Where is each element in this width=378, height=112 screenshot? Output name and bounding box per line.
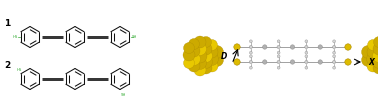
Circle shape [234, 44, 240, 50]
Circle shape [373, 43, 378, 55]
Circle shape [200, 56, 212, 69]
Text: 1: 1 [4, 18, 10, 28]
Circle shape [235, 60, 239, 64]
Circle shape [194, 42, 206, 56]
Circle shape [249, 45, 253, 49]
Circle shape [305, 45, 308, 49]
Circle shape [200, 37, 212, 47]
Circle shape [206, 46, 218, 58]
Circle shape [194, 56, 206, 70]
Circle shape [249, 40, 253, 43]
Circle shape [318, 60, 322, 64]
Text: HS: HS [13, 35, 18, 39]
Circle shape [277, 45, 280, 49]
Circle shape [206, 40, 217, 51]
Circle shape [183, 49, 195, 61]
Circle shape [305, 60, 308, 64]
Circle shape [367, 60, 378, 72]
Text: SH: SH [121, 93, 126, 97]
Circle shape [249, 55, 253, 58]
Circle shape [194, 64, 206, 76]
Circle shape [346, 45, 350, 49]
Circle shape [188, 60, 200, 72]
Circle shape [333, 40, 336, 43]
Circle shape [290, 45, 295, 49]
Text: X: X [368, 57, 374, 67]
Circle shape [277, 55, 280, 58]
Circle shape [206, 60, 218, 72]
Circle shape [187, 53, 200, 66]
Circle shape [373, 62, 378, 74]
Circle shape [333, 51, 336, 54]
Circle shape [305, 40, 308, 43]
Circle shape [333, 66, 336, 69]
Circle shape [211, 54, 223, 67]
Circle shape [277, 51, 280, 54]
Circle shape [277, 40, 280, 43]
Circle shape [305, 55, 308, 58]
Circle shape [346, 60, 350, 64]
Circle shape [189, 39, 200, 50]
Circle shape [372, 50, 378, 62]
Circle shape [200, 62, 212, 74]
Circle shape [345, 44, 351, 50]
Circle shape [277, 60, 280, 64]
Circle shape [373, 37, 378, 47]
Circle shape [249, 60, 253, 64]
Circle shape [194, 36, 206, 48]
Text: SH: SH [132, 35, 137, 39]
Circle shape [305, 66, 308, 69]
Circle shape [367, 46, 378, 58]
Text: 2: 2 [4, 60, 10, 70]
Circle shape [333, 60, 336, 64]
Circle shape [183, 57, 195, 69]
Circle shape [234, 59, 240, 65]
Circle shape [361, 45, 375, 58]
Circle shape [305, 51, 308, 54]
Circle shape [193, 49, 207, 63]
Circle shape [206, 53, 218, 66]
Circle shape [277, 66, 280, 69]
Circle shape [188, 45, 200, 57]
Circle shape [263, 45, 267, 49]
Circle shape [235, 45, 239, 49]
Circle shape [211, 45, 223, 58]
Circle shape [318, 45, 322, 49]
Circle shape [367, 40, 378, 51]
Circle shape [290, 60, 295, 64]
Circle shape [333, 55, 336, 58]
Circle shape [263, 60, 267, 64]
Circle shape [367, 53, 378, 66]
Circle shape [333, 45, 336, 49]
Circle shape [200, 50, 212, 62]
Circle shape [372, 56, 378, 69]
Circle shape [249, 51, 253, 54]
Circle shape [200, 43, 212, 55]
Circle shape [183, 42, 195, 54]
Circle shape [345, 59, 351, 65]
Text: HS: HS [16, 68, 22, 72]
Circle shape [249, 66, 253, 69]
Text: D: D [221, 52, 227, 60]
Circle shape [361, 54, 375, 67]
